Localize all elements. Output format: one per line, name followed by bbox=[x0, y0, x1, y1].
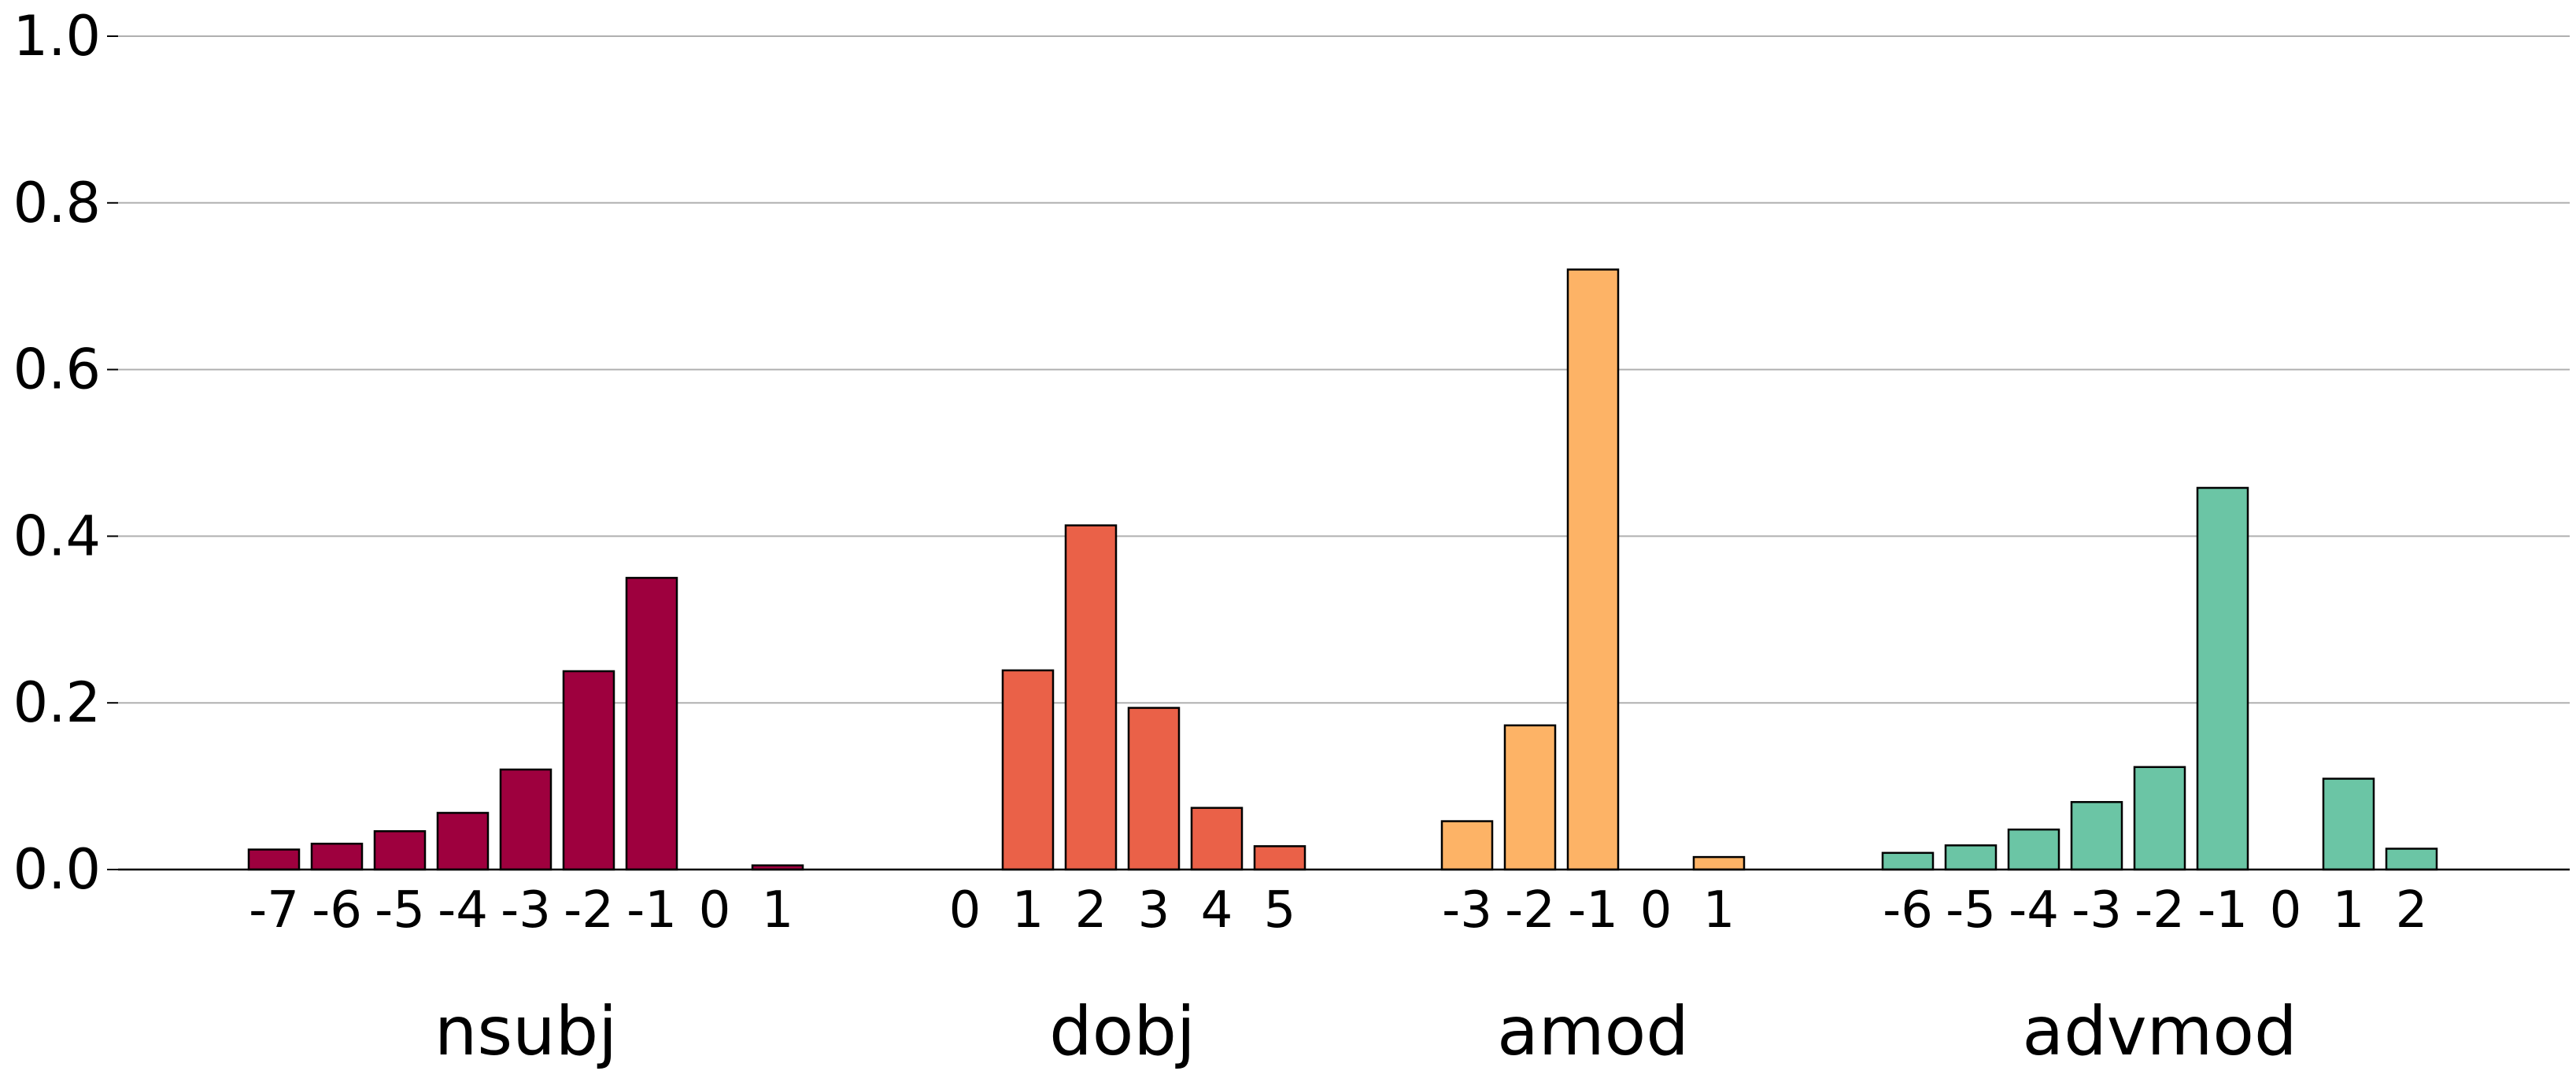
x-tick-label: 0 bbox=[1640, 881, 1672, 940]
x-tick-label: -3 bbox=[501, 881, 551, 940]
group-labels: nsubj dobj amod advmod bbox=[434, 992, 2297, 1071]
bar-nsubj--5 bbox=[373, 830, 427, 871]
bar-dobj-1 bbox=[1001, 669, 1055, 871]
group-label-dobj: dobj bbox=[1049, 992, 1196, 1071]
x-tick-label: -1 bbox=[626, 881, 677, 940]
x-tick-label: -3 bbox=[1442, 881, 1492, 940]
bar-dobj-4 bbox=[1190, 807, 1244, 871]
bar-amod--1 bbox=[1566, 268, 1620, 871]
bar-advmod-1 bbox=[2322, 777, 2375, 871]
x-tick-label: 1 bbox=[762, 881, 794, 940]
x-tick-label: -2 bbox=[1505, 881, 1555, 940]
y-tick-label: 0.4 bbox=[13, 504, 101, 568]
bar-amod--2 bbox=[1503, 724, 1557, 871]
bar-advmod--2 bbox=[2133, 766, 2186, 871]
bar-advmod--3 bbox=[2070, 800, 2123, 871]
bar-advmod--5 bbox=[1944, 844, 1998, 871]
x-tick-label: 2 bbox=[1075, 881, 1107, 940]
x-tick-label: -1 bbox=[2197, 881, 2248, 940]
group-label-amod: amod bbox=[1497, 992, 1689, 1071]
x-tick-label: -6 bbox=[1883, 881, 1933, 940]
bar-advmod--1 bbox=[2196, 486, 2249, 871]
bar-advmod--6 bbox=[1881, 851, 1935, 871]
bar-nsubj--1 bbox=[625, 577, 678, 871]
bar-nsubj--3 bbox=[499, 768, 553, 871]
x-tick-label: -5 bbox=[1946, 881, 1996, 940]
x-tick-label: -2 bbox=[564, 881, 614, 940]
x-tick-label: -1 bbox=[1568, 881, 1618, 940]
bars-layer bbox=[247, 268, 2438, 871]
x-tick-label: 4 bbox=[1201, 881, 1233, 940]
bar-advmod-2 bbox=[2385, 848, 2438, 871]
bar-dobj-3 bbox=[1127, 707, 1181, 871]
axis-layer: 0.0 0.2 0.4 0.6 0.8 1.0 bbox=[13, 4, 2570, 902]
y-tick-label: 0.6 bbox=[13, 338, 101, 402]
x-tick-label: -6 bbox=[312, 881, 362, 940]
x-tick-label: -4 bbox=[2009, 881, 2059, 940]
bar-amod--3 bbox=[1440, 820, 1494, 871]
x-tick-label: 1 bbox=[1012, 881, 1044, 940]
x-tick-label: 0 bbox=[699, 881, 731, 940]
y-tick-label: 0.2 bbox=[13, 670, 101, 735]
y-tick-label: 0.0 bbox=[13, 837, 101, 902]
x-tick-label: 5 bbox=[1264, 881, 1296, 940]
x-tick-label: 1 bbox=[2333, 881, 2365, 940]
x-tick-label: -2 bbox=[2134, 881, 2185, 940]
bar-nsubj--6 bbox=[310, 842, 364, 871]
x-tick-label: -5 bbox=[375, 881, 425, 940]
y-tick-label: 1.0 bbox=[13, 4, 101, 68]
bar-nsubj--4 bbox=[436, 811, 490, 871]
x-tick-label: -4 bbox=[438, 881, 488, 940]
x-tick-label: 3 bbox=[1138, 881, 1170, 940]
bar-dobj-2 bbox=[1064, 524, 1118, 871]
grid-layer bbox=[118, 35, 2570, 704]
bar-amod-1 bbox=[1692, 855, 1746, 871]
x-tick-label: 0 bbox=[2270, 881, 2302, 940]
x-tick-label: 2 bbox=[2396, 881, 2428, 940]
x-tick-label: -3 bbox=[2072, 881, 2122, 940]
x-tick-label: 0 bbox=[949, 881, 981, 940]
bar-advmod--4 bbox=[2007, 828, 2060, 871]
group-label-nsubj: nsubj bbox=[434, 992, 617, 1071]
group-label-advmod: advmod bbox=[2022, 992, 2297, 1071]
bar-dobj-5 bbox=[1253, 845, 1306, 871]
bar-nsubj--7 bbox=[247, 848, 301, 871]
x-tick-label: 1 bbox=[1703, 881, 1735, 940]
x-tick-label: -7 bbox=[249, 881, 299, 940]
y-tick-label: 0.8 bbox=[13, 171, 101, 235]
bar-nsubj--2 bbox=[562, 670, 615, 871]
x-tick-labels: -7 -6 -5 -4 -3 -2 -1 0 1 0 1 2 3 4 5 -3 -2 -1 0 1 -6 -5 -4 -3 -2… bbox=[249, 881, 2427, 940]
